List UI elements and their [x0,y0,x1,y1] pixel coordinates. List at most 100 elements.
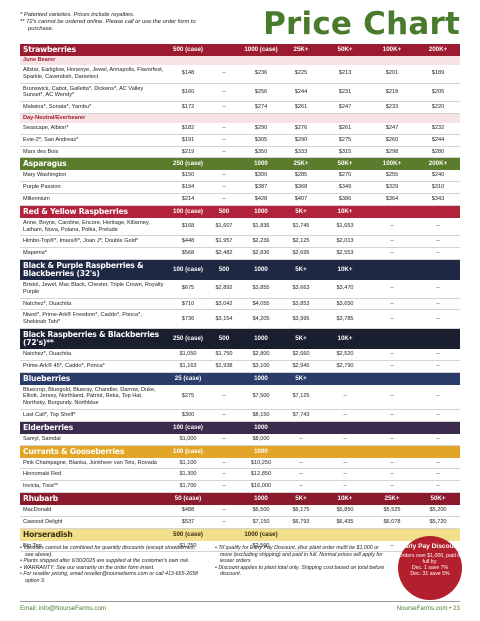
price: $213 [338,70,352,77]
price: – [222,88,226,95]
column-header: 10K+ [337,494,353,502]
section-name: Elderberries [23,422,74,432]
price: $736 [181,315,195,322]
price: – [436,315,440,322]
price: – [343,471,347,478]
price: $191 [181,136,195,143]
column-header: 5K+ [295,334,307,342]
section-header: Asparagus 250 (case) 1000 25K+ 50K+ 100K+ 200K… [20,158,460,171]
variety-name: Brunswick, Cabot, Galletta*, Dickens*, A… [23,85,144,99]
column-header: 50 (case) [174,494,202,502]
section-name: Currants & Gooseberries [23,446,125,456]
price: $343 [431,195,445,202]
column-header: 1000 [254,334,268,342]
price: $568 [181,250,195,257]
column-header: 500 [218,265,230,273]
section-header: Rhubarb 50 (case) 1000 5K+ 10K+ 25K+ 50K+ [20,492,460,505]
variety-name: Bluecrop, Bluegold, Blueray, Chandler, D… [23,386,156,407]
badge-line: Dec. 31 save 5% [410,571,450,578]
price: $407 [294,195,308,202]
column-header: 1000 [254,374,268,382]
price: – [436,459,440,466]
price: $247 [385,124,399,131]
price: $214 [181,195,195,202]
variety-name: Natchez*, Ouachita [23,350,72,357]
page-title: Price Chart [263,6,460,42]
section-name: Horseradish [23,529,73,539]
price-row: Natchez*, Ouachita $710 $3,042 $4,055 $3,853… [20,299,460,311]
price: – [343,459,347,466]
price: $6,793 [292,518,310,525]
footer-rule [20,601,460,602]
column-header: 500 (case) [173,46,203,53]
price-row: Last Call*, Top Shelf* $300 – $8,150 $7,743 –… [20,410,460,422]
price: $310 [431,184,445,191]
price: $428 [254,195,268,202]
price: $5,525 [383,506,401,513]
footnote: • Plants shipped after 6/30/2025 are sup… [20,558,190,565]
price: $1,653 [336,223,354,230]
price: $2,236 [252,238,270,245]
column-header: 5K+ [295,207,307,215]
price: $194 [181,184,195,191]
price: – [222,483,226,490]
price: $261 [338,124,352,131]
column-header: 25K+ [293,160,309,168]
price: $387 [254,184,268,191]
price: $168 [181,223,195,230]
price: $2,520 [336,350,354,357]
price: $2,660 [292,350,310,357]
price: $16,000 [250,483,272,490]
variety-name: Hinnomaki Red [23,471,62,478]
price: $1,607 [215,223,233,230]
price: $240 [431,172,445,179]
price: $276 [294,124,308,131]
column-header: 10K+ [337,265,353,273]
price: $150 [181,172,195,179]
column-header: 100 (case) [173,447,203,455]
section-name: Rhubarb [23,493,59,503]
price-row: Himbo-Top®*, Imara®*, Joan J*, Double Go… [20,236,460,249]
price: $349 [338,184,352,191]
price: $300 [254,172,268,179]
price-row: Hinnomaki Red $1,300 – $12,850 – – – – [20,469,460,482]
price: $233 [385,104,399,111]
variety-name: Purple Passion [23,184,61,191]
price: $6,175 [292,506,310,513]
price: – [390,459,394,466]
price: $290 [294,136,308,143]
subheader: Day-Neutral/Everbearer [20,113,460,123]
price-row: Mapema* $568 $2,482 $2,836 $2,695 $2,553 – – [20,248,460,260]
section-name: Black Raspberries & Blackberries (72's)*… [23,329,159,347]
price: – [390,483,394,490]
price: $236 [254,70,268,77]
section-name: Blueberries [23,373,71,383]
badge-line: Dec. 1 save 7% [411,565,449,571]
price: $2,500 [252,542,270,549]
column-header: 5K+ [295,494,307,502]
price: $1,163 [179,362,197,369]
column-header: 100 (case) [173,265,203,273]
price: $285 [294,172,308,179]
price: $5,850 [336,506,354,513]
price: $675 [181,285,195,292]
footer-email: Email: info@NourseFarms.com [20,605,107,612]
price-row: Brunswick, Cabot, Galletta*, Dickens*, A… [20,84,460,103]
price: $7,500 [252,393,270,400]
price-row: Seascape, Albion* $182 – $290 $276 $261 $247 $2… [20,123,460,135]
price-row: Bristol, Jewel, Mac Black, Chester, Trip… [20,280,460,299]
column-header: 50K+ [337,46,353,53]
column-header: 10K+ [337,207,353,215]
price: $218 [385,88,399,95]
variety-name: Samyl, Samdal [23,435,61,442]
price: – [343,411,347,418]
price-row: MacDonald $488 – $6,500 $6,175 $5,850 $5,525 $5… [20,505,460,517]
price: $1,100 [179,459,197,466]
section-header: Black & Purple Raspberries & Blackberrie… [20,259,460,280]
price: – [299,459,303,466]
price: $275 [338,136,352,143]
price: – [222,518,226,525]
price: – [222,184,226,191]
variety-name: Mars des Bois [23,148,59,155]
badge-title: Early Pay Discount [400,543,460,550]
